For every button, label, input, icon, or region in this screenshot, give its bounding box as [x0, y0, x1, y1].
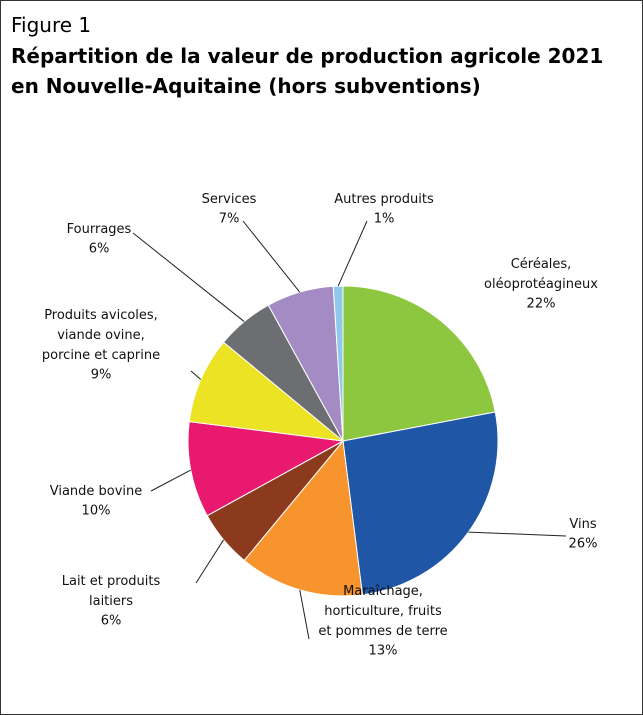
leader-line: [150, 469, 191, 492]
slice-label-line: Céréales,: [511, 257, 572, 272]
slice-value-label: 6%: [101, 614, 122, 629]
slice-label: Services: [202, 192, 257, 207]
leader-line: [132, 232, 245, 322]
slice-label-line: laitiers: [89, 594, 133, 609]
leader-line: [299, 589, 310, 640]
slice-label-line: horticulture, fruits: [324, 604, 442, 619]
pie-slice: [188, 341, 345, 442]
slice-label-line: Viande bovine: [50, 484, 143, 499]
pie-slice: [342, 411, 499, 596]
slice-label: Céréales, oléoprotéagineux: [484, 257, 598, 292]
slice-label-line: Fourrages: [67, 222, 132, 237]
chart-title: Répartition de la valeur de production a…: [11, 44, 604, 98]
slice-label-line: oléoprotéagineux: [484, 277, 598, 292]
leader-line: [337, 220, 368, 287]
slice-label: Autres produits: [334, 192, 434, 207]
slice-label-line: Autres produits: [334, 192, 434, 207]
slice-value-label: 6%: [89, 242, 110, 257]
slice-label: Fourrages: [67, 222, 132, 237]
slice-value-label: 26%: [569, 537, 598, 552]
slice-label-line: Lait et produits: [62, 574, 161, 589]
slice-value-label: 7%: [219, 212, 240, 227]
leader-line: [242, 220, 301, 293]
slice-label: Produits avicoles, viande ovine, porcine e…: [42, 308, 160, 363]
slice-label: Viande bovine: [50, 484, 143, 499]
slice-value-label: 22%: [527, 297, 556, 312]
slice-value-label: 9%: [91, 368, 112, 383]
leader-line: [195, 539, 224, 584]
slice-label-line: Services: [202, 192, 257, 207]
slice-label-line: et pommes de terre: [318, 624, 447, 639]
slice-value-label: 10%: [82, 504, 111, 519]
slice-value-label: 1%: [374, 212, 395, 227]
slice-label-line: porcine et caprine: [42, 348, 160, 363]
slice-label-line: Vins: [569, 517, 596, 532]
slice-label: Maraîchage, horticulture, fruits et pommes…: [318, 584, 447, 639]
figure-label: Figure 1: [11, 13, 92, 37]
slice-label: Lait et produits laitiers: [62, 574, 161, 609]
pie-slice: [243, 439, 363, 597]
leader-line: [190, 370, 202, 380]
slice-label-line: Produits avicoles,: [44, 308, 158, 323]
slice-label-line: Maraîchage,: [343, 584, 423, 599]
slice-label: Vins: [569, 517, 596, 532]
leader-line: [468, 531, 567, 537]
pie-slice: [332, 285, 344, 442]
pie-slice: [342, 285, 496, 442]
slice-label-line: viande ovine,: [57, 328, 145, 343]
slice-value-label: 13%: [369, 644, 398, 659]
